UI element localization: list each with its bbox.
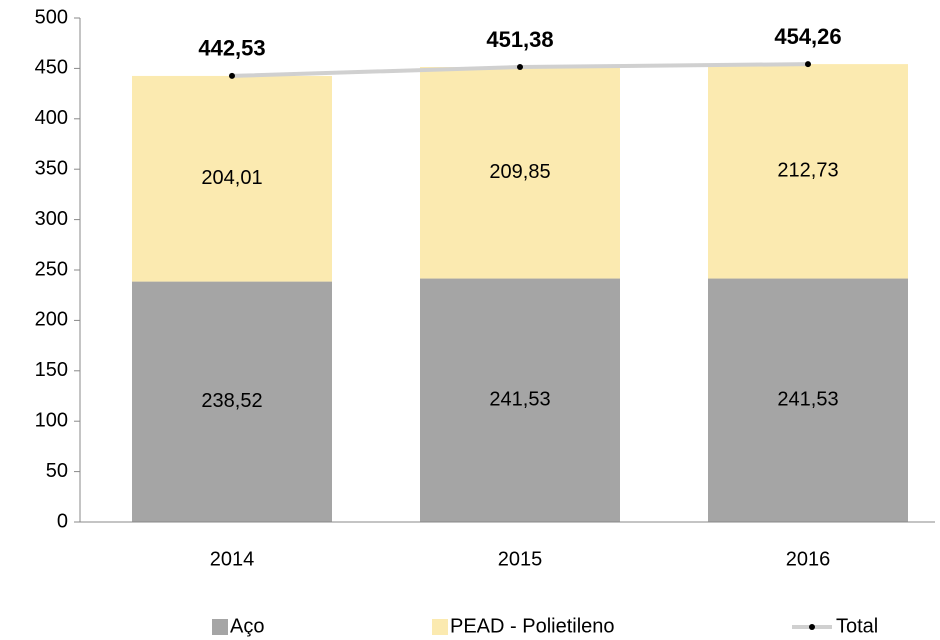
data-label: 204,01 (201, 167, 262, 189)
legend-label: Aço (230, 615, 264, 637)
total-marker (517, 64, 523, 71)
data-label: 209,85 (489, 161, 550, 183)
data-label: 238,52 (201, 390, 262, 412)
x-tick-label: 2016 (786, 548, 831, 570)
legend-label: Total (836, 615, 878, 637)
total-label: 442,53 (198, 36, 265, 61)
bar (708, 64, 908, 279)
y-tick-label: 400 (35, 107, 68, 129)
data-label: 212,73 (777, 160, 838, 182)
bar (420, 67, 620, 279)
legend-marker (809, 624, 815, 630)
data-label: 241,53 (489, 389, 550, 411)
y-tick-label: 250 (35, 258, 68, 280)
y-tick-label: 150 (35, 359, 68, 381)
total-label: 454,26 (774, 24, 841, 49)
bar (132, 75, 332, 282)
y-tick-label: 350 (35, 157, 68, 179)
legend-label: PEAD - Polietileno (450, 615, 615, 637)
data-label: 241,53 (777, 389, 838, 411)
y-tick-label: 450 (35, 57, 68, 79)
legend-swatch (432, 619, 448, 635)
y-tick-label: 300 (35, 208, 68, 230)
total-label: 451,38 (486, 27, 553, 52)
bar (420, 278, 620, 522)
bar (132, 281, 332, 522)
y-tick-label: 0 (57, 510, 68, 532)
total-marker (229, 72, 235, 79)
legend-swatch (212, 619, 228, 635)
y-tick-label: 500 (35, 6, 68, 28)
y-tick-label: 200 (35, 309, 68, 331)
x-tick-label: 2014 (210, 548, 255, 570)
y-tick-label: 50 (46, 460, 68, 482)
y-tick-label: 100 (35, 409, 68, 431)
bar (708, 278, 908, 522)
total-marker (805, 61, 811, 68)
x-tick-label: 2015 (498, 548, 543, 570)
